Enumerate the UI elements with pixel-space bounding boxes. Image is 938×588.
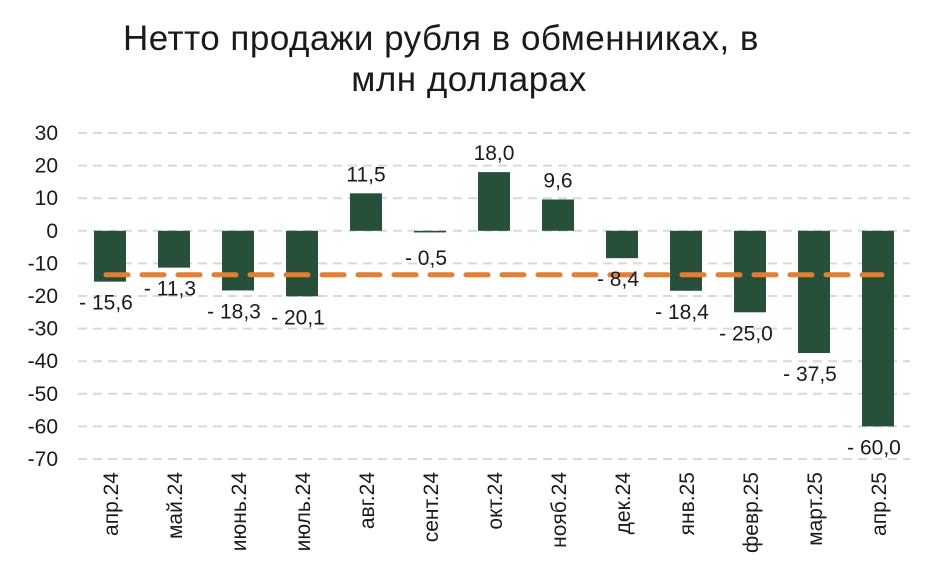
data-label: - 0,5 [405,247,447,270]
chart-title-line-2: млн долларах [351,60,587,99]
data-label: - 18,3 [207,300,261,323]
bar-июль.24 [286,230,318,297]
chart-title-line-1: Нетто продажи рубля в обменниках, в [122,19,760,58]
y-tick-label: -30 [28,318,58,341]
data-label: 9,6 [543,170,572,193]
bar-окт.24 [478,172,510,231]
bar-март.25 [798,230,830,354]
y-tick-label: -10 [28,252,58,275]
bar-февр.25 [734,230,766,313]
x-tick-label: май.24 [164,472,187,539]
data-label: - 18,4 [655,301,709,324]
bar-дек.24 [606,230,638,259]
y-tick-label: 0 [46,220,58,243]
data-label: - 60,0 [847,436,901,459]
y-tick-label: -70 [28,448,58,471]
bar-сент.24 [414,230,446,233]
x-tick-label: апр.25 [868,472,891,536]
x-tick-label: февр.25 [740,472,763,553]
data-label: 11,5 [346,163,385,186]
data-label: - 25,0 [719,322,773,345]
data-label: - 37,5 [783,363,837,386]
data-label: - 11,3 [144,278,196,301]
y-tick-label: -20 [28,285,58,308]
x-tick-label: янв.25 [676,472,699,535]
x-tick-label: апр.24 [100,472,123,536]
data-label: - 8,4 [597,268,639,291]
y-tick-label: -60 [28,415,58,438]
y-tick-label: 10 [35,187,58,210]
x-tick-label: сент.24 [420,472,443,543]
x-tick-label: окт.24 [484,472,507,530]
bar-янв.25 [670,230,702,291]
y-tick-label: 20 [35,155,58,178]
x-tick-label: июнь.24 [228,472,251,552]
x-tick-label: дек.24 [612,472,635,535]
chart-title: Нетто продажи рубля в обменниках, в млн … [0,18,938,100]
y-tick-label: -50 [28,383,58,406]
data-label: 18,0 [474,142,515,165]
bar-нояб.24 [542,199,574,231]
data-label: - 20,1 [271,306,325,329]
x-tick-label: нояб.24 [548,472,571,548]
y-tick-label: 30 [35,122,58,145]
x-tick-label: июль.24 [292,472,315,552]
data-label: - 15,6 [79,292,133,315]
bar-авг.24 [350,193,382,231]
y-tick-label: -40 [28,350,58,373]
x-tick-label: авг.24 [356,472,379,529]
bar-апр.25 [862,230,894,427]
bar-июнь.24 [222,230,254,291]
x-tick-label: март.25 [804,472,827,546]
bar-май.24 [158,230,190,268]
